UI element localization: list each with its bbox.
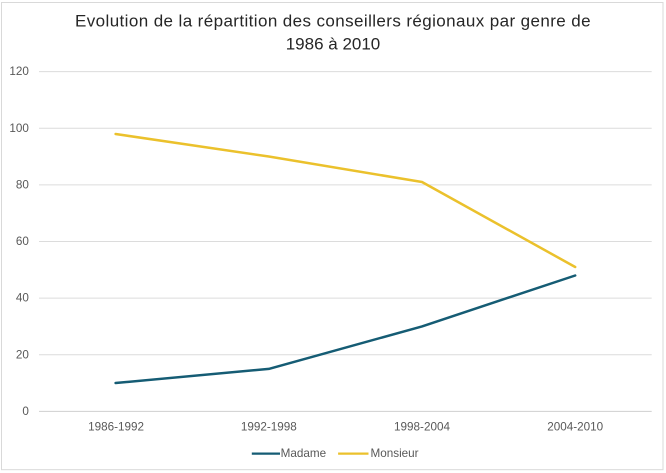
svg-text:100: 100 (9, 122, 29, 135)
svg-text:0: 0 (22, 405, 29, 418)
svg-text:60: 60 (16, 235, 30, 248)
svg-text:20: 20 (16, 348, 30, 361)
svg-text:1992-1998: 1992-1998 (241, 421, 297, 434)
svg-text:Madame: Madame (281, 447, 326, 460)
svg-text:40: 40 (16, 292, 30, 305)
svg-text:1986-1992: 1986-1992 (88, 421, 144, 434)
svg-text:80: 80 (16, 179, 30, 192)
svg-text:Evolution de la répartition de: Evolution de la répartition des conseill… (75, 12, 591, 31)
svg-text:120: 120 (9, 65, 29, 78)
svg-text:1986 à 2010: 1986 à 2010 (286, 35, 381, 54)
svg-text:2004-2010: 2004-2010 (547, 421, 603, 434)
svg-text:Monsieur: Monsieur (371, 447, 419, 460)
svg-text:1998-2004: 1998-2004 (394, 421, 450, 434)
